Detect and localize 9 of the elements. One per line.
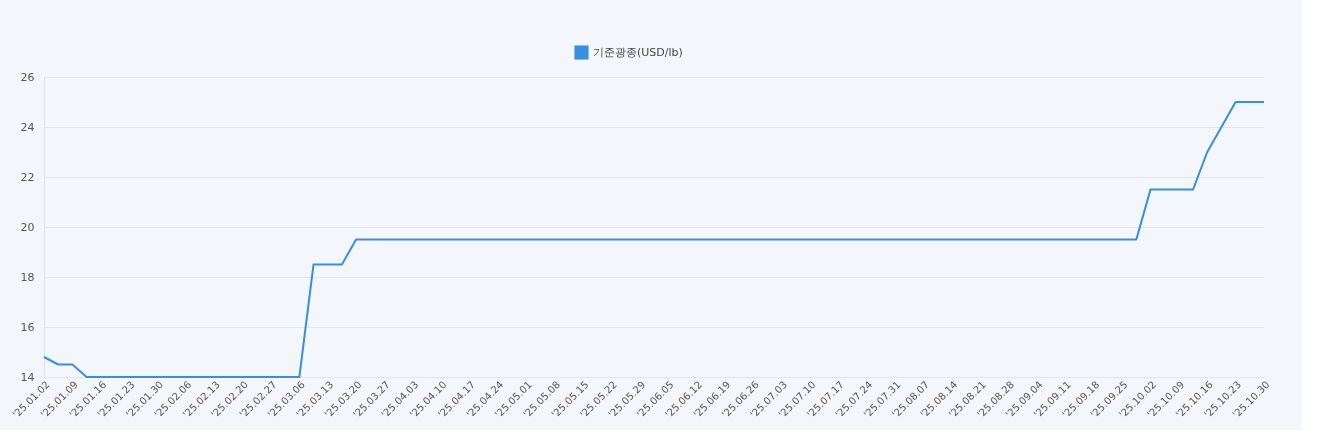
y-tick-label: 14: [20, 370, 35, 384]
y-tick-label: 22: [20, 170, 35, 184]
legend-label: 기준광종(USD/lb): [593, 45, 683, 59]
y-tick-label: 26: [20, 70, 35, 84]
y-tick-label: 18: [20, 270, 35, 284]
y-tick-label: 20: [20, 220, 35, 234]
line-series: [43, 101, 1265, 378]
y-tick-label: 24: [20, 120, 35, 134]
y-tick-label: 16: [20, 320, 35, 334]
